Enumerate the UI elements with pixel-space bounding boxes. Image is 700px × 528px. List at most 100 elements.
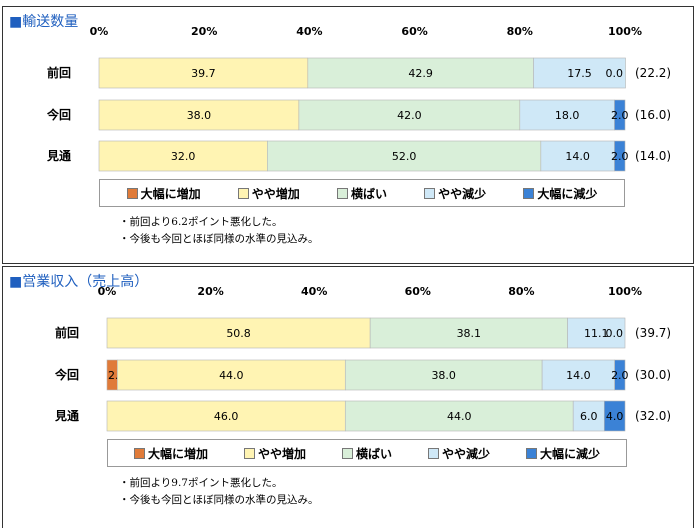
legend-label: 横ばい	[355, 446, 392, 461]
data-label: 46.0	[214, 410, 239, 423]
category-label: 見通	[46, 148, 71, 163]
bar-segment	[533, 57, 626, 89]
bar-segment	[106, 400, 346, 432]
category-label: 今回	[54, 367, 79, 382]
x-tick-label: 0%	[90, 25, 109, 38]
x-tick-label: 60%	[401, 25, 427, 38]
legend-swatch	[341, 447, 353, 459]
bar-segment	[614, 99, 626, 131]
legend-item-large-decrease: 大幅に減少	[523, 185, 597, 202]
legend-label: やや減少	[438, 186, 487, 201]
data-label: 39.7	[191, 67, 216, 80]
legend-label: やや増加	[251, 186, 300, 201]
legend-item-slight-increase: やや増加	[237, 185, 300, 202]
data-label: 14.0	[565, 150, 590, 163]
legend-swatch	[427, 447, 439, 459]
bar-segment	[541, 359, 615, 391]
legend-label: 横ばい	[350, 186, 387, 201]
category-label: 前回	[47, 65, 71, 80]
di-value: (22.2)	[635, 66, 671, 80]
data-label: 0.0	[606, 67, 624, 80]
bar-segment	[572, 400, 605, 432]
x-tick-label: 100%	[608, 25, 642, 38]
data-label: 4.0	[606, 410, 624, 423]
legend-label: 大幅に減少	[537, 186, 598, 201]
data-label: 18.0	[555, 109, 580, 122]
legend-item-flat: 横ばい	[336, 185, 387, 202]
category-label: 前回	[55, 325, 79, 340]
di-value: (30.0)	[635, 368, 671, 382]
data-label: 0.0	[606, 327, 624, 340]
data-label: 2.0	[611, 109, 629, 122]
x-tick-label: 40%	[296, 25, 322, 38]
legend-item-large-increase: 大幅に増加	[126, 185, 201, 202]
di-value: (14.0)	[635, 149, 671, 163]
bar-segment	[307, 57, 534, 89]
bar-chart-operating-revenue: 0%20%40%60%80%100%前回0.050.838.111.10.0(3…	[54, 285, 671, 432]
data-label: 38.0	[431, 369, 456, 382]
legend-swatch	[243, 447, 255, 459]
data-label: 38.1	[457, 327, 482, 340]
bar-segment	[344, 359, 543, 391]
x-tick-label: 80%	[508, 285, 534, 298]
data-label: 50.8	[226, 327, 251, 340]
x-tick-label: 60%	[405, 285, 431, 298]
bar-segment	[98, 140, 268, 172]
chart-legend: 大幅に増加 やや増加 横ばい やや減少 大幅に減少	[107, 439, 627, 467]
legend-item-flat: 横ばい	[341, 445, 392, 462]
data-label: 6.0	[580, 410, 598, 423]
data-label: 14.0	[566, 369, 591, 382]
data-label: 42.0	[397, 109, 422, 122]
legend-label: 大幅に増加	[147, 446, 208, 461]
bar-segment	[98, 57, 309, 89]
bar-segment	[369, 317, 568, 349]
chart-title: ■輸送数量	[9, 14, 79, 30]
legend-item-slight-decrease: やや減少	[427, 445, 490, 462]
note-line: 今後も今回とほぼ同様の水準の見込み。	[119, 492, 319, 509]
category-label: 見通	[54, 408, 79, 423]
bar-segment	[267, 140, 542, 172]
x-tick-label: 20%	[191, 25, 217, 38]
legend-swatch	[237, 187, 249, 199]
legend-label: やや増加	[257, 446, 306, 461]
chart-panel-transport-volume: ■輸送数量 0% 20% 40% 60% 80% 100% 前回 0.0 39.7 42.9 17.…	[2, 6, 694, 264]
data-label: 17.5	[567, 67, 592, 80]
data-label: 52.0	[392, 150, 417, 163]
legend-item-large-decrease: 大幅に減少	[525, 445, 600, 462]
bar-segment	[614, 359, 626, 391]
chart-legend: 大幅に増加 やや増加 横ばい やや減少 大幅に減少	[99, 179, 625, 207]
note-line: 今後も今回とほぼ同様の水準の見込み。	[119, 231, 319, 248]
data-label: 42.9	[408, 67, 433, 80]
legend-swatch	[523, 187, 535, 199]
chart-notes: 前回より9.7ポイント悪化した。 今後も今回とほぼ同様の水準の見込み。	[119, 475, 319, 509]
legend-label: 大幅に減少	[539, 446, 600, 461]
bar-segment	[603, 400, 626, 432]
bar-segment	[117, 359, 346, 391]
data-label: 11.1	[584, 327, 609, 340]
note-line: 前回より6.2ポイント悪化した。	[119, 214, 319, 231]
legend-item-large-increase: 大幅に増加	[133, 445, 208, 462]
legend-label: 大幅に増加	[140, 186, 201, 201]
x-tick-label: 100%	[608, 285, 642, 298]
x-tick-label: 80%	[507, 25, 533, 38]
chart-title: ■営業収入（売上高）	[9, 274, 149, 290]
data-label: 2.0	[611, 150, 629, 163]
legend-swatch	[336, 187, 348, 199]
bar-segment	[298, 99, 521, 131]
chart-panel-operating-revenue: ■営業収入（売上高） 0% 20% 40% 60% 80% 100% 前回 0.0 50.8 38…	[2, 266, 694, 528]
category-label: 今回	[46, 107, 71, 122]
di-value: (32.0)	[635, 409, 671, 423]
legend-swatch	[126, 187, 138, 199]
x-tick-label: 40%	[301, 285, 327, 298]
top-strip	[0, 0, 700, 6]
legend-item-slight-increase: やや増加	[243, 445, 306, 462]
data-label: 44.0	[447, 410, 472, 423]
legend-swatch	[133, 447, 145, 459]
data-label: 38.0	[187, 109, 212, 122]
di-value: (39.7)	[635, 326, 671, 340]
bar-chart-transport-volume: 0%20%40%60%80%100%前回0.039.742.917.50.0(2…	[46, 25, 671, 172]
legend-swatch	[525, 447, 537, 459]
bar-segment	[614, 140, 626, 172]
data-label: 32.0	[171, 150, 196, 163]
x-tick-label: 0%	[98, 285, 117, 298]
